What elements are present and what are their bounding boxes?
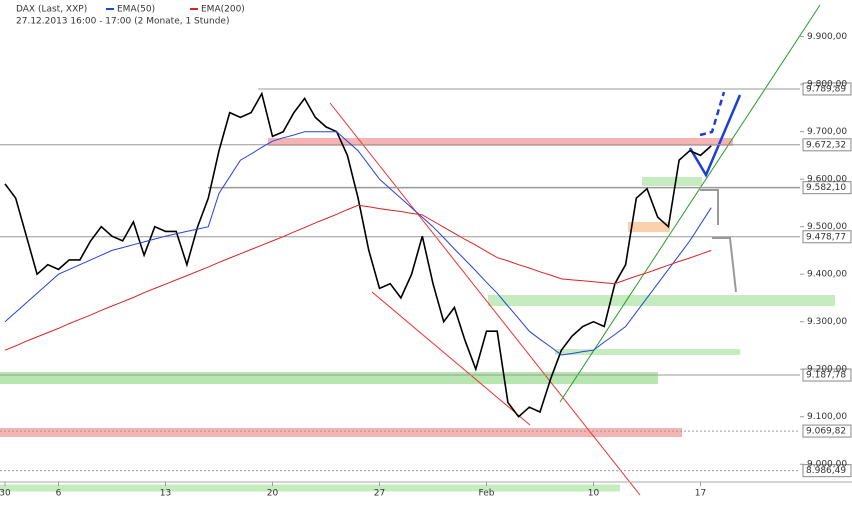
y-tick-label: 9.500,00 <box>807 222 847 232</box>
support-zone <box>555 349 740 355</box>
y-tick-label: 9.700,00 <box>807 127 847 137</box>
level-label: 9.789,89 <box>806 84 846 94</box>
x-tick-label: 10 <box>588 489 600 499</box>
level-box <box>802 82 852 96</box>
annotations <box>0 4 835 496</box>
series-line <box>4 131 712 356</box>
series <box>4 91 712 418</box>
y-tick-label: 9.100,00 <box>807 412 847 422</box>
x-tick-label: 13 <box>160 489 171 499</box>
zone <box>628 222 670 232</box>
subtitle: 27.12.2013 16:00 - 17:00 (2 Monate, 1 St… <box>16 17 229 27</box>
arrow <box>699 91 726 137</box>
arrow <box>688 94 742 178</box>
trend-line <box>559 4 821 403</box>
support-zone <box>488 295 835 306</box>
x-tick-label: 17 <box>695 489 706 499</box>
trend-line <box>371 291 531 426</box>
y-tick-label: 9.200,00 <box>807 365 847 375</box>
y-tick-label: 9.300,00 <box>807 317 847 327</box>
levels: 9.789,89 9.672,32 9.582,10 9.478,77 9.187,78… <box>0 82 852 478</box>
level-label: 9.478,77 <box>806 232 846 242</box>
legend: DAX (Last, XXP) EMA(50) EMA(200) 27.12.2… <box>16 5 245 27</box>
support-zone <box>0 372 658 384</box>
level-box <box>802 368 852 382</box>
x-tick-label: 6 <box>56 489 62 499</box>
arrow <box>700 189 719 225</box>
level-box <box>802 464 852 478</box>
trend-line <box>329 102 641 496</box>
level-box <box>802 230 852 244</box>
support-zone <box>642 177 702 186</box>
resistance-zone <box>0 428 682 437</box>
arrow <box>712 237 737 293</box>
level-label: 9.069,82 <box>806 427 846 437</box>
y-tick-label: 9.800,00 <box>807 80 847 90</box>
level-label: 8.986,49 <box>806 466 846 476</box>
x-tick-label: Feb <box>479 489 495 499</box>
legend-label: DAX (Last, XXP) <box>16 5 87 15</box>
x-tick-label: 30 <box>0 489 11 499</box>
level-box <box>802 181 852 195</box>
level-label: 9.187,78 <box>806 371 846 381</box>
level-label: 9.582,10 <box>806 183 846 193</box>
y-tick-label: 9.600,00 <box>807 175 847 185</box>
legend-label: EMA(50) <box>117 5 155 15</box>
resistance-zone <box>268 138 733 146</box>
series-line <box>4 91 712 418</box>
x-tick-label: 20 <box>267 489 279 499</box>
axis: 9.000,00 9.100,00 9.200,00 9.300,00 9.400,00… <box>0 32 847 498</box>
x-tick-label: 27 <box>374 489 385 499</box>
level-label: 9.672,32 <box>806 140 846 150</box>
level-box <box>802 138 852 152</box>
series-line <box>4 204 712 351</box>
legend-label: EMA(200) <box>201 5 245 15</box>
y-tick-label: 9.400,00 <box>807 270 847 280</box>
y-tick-label: 9.900,00 <box>807 32 847 42</box>
level-box <box>802 424 852 438</box>
y-tick-label: 9.000,00 <box>807 460 847 470</box>
